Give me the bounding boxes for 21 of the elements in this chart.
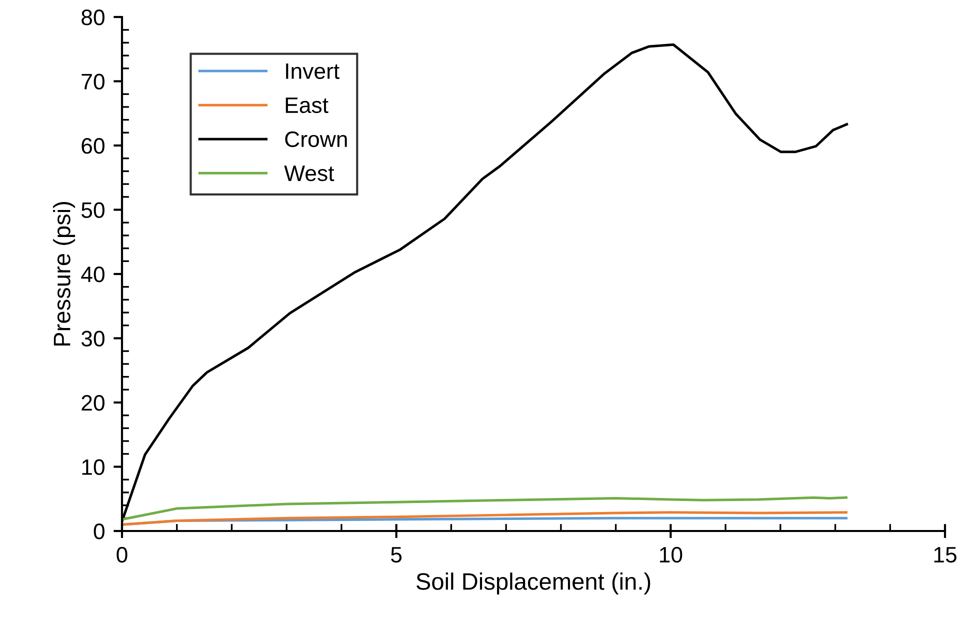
y-tick-label: 20 <box>82 395 104 411</box>
y-tick-label: 0 <box>94 524 104 540</box>
x-tick-label: 10 <box>660 546 682 563</box>
legend-label: Invert <box>286 64 340 80</box>
y-tick-label: 30 <box>81 330 104 347</box>
y-tick-label: 50 <box>82 202 104 218</box>
y-axis-title: Pressure (psi) <box>53 202 76 346</box>
x-axis-title: Soil Displacement (in.) <box>416 572 650 595</box>
legend-label: East <box>286 98 328 114</box>
y-tick-label: 60 <box>82 138 104 154</box>
y-tick-label: 80 <box>82 10 104 26</box>
legend-label: West <box>284 166 334 182</box>
y-tick-label: 10 <box>82 459 104 476</box>
y-tick-label: 40 <box>81 266 104 282</box>
line-series <box>122 496 848 521</box>
y-tick-label: 70 <box>82 74 104 90</box>
x-tick-label: 15 <box>934 547 956 563</box>
x-tick-label: 5 <box>391 547 402 563</box>
legend-label: Crown <box>285 131 347 148</box>
line-series <box>122 511 848 526</box>
x-tick-label: 0 <box>116 546 128 563</box>
